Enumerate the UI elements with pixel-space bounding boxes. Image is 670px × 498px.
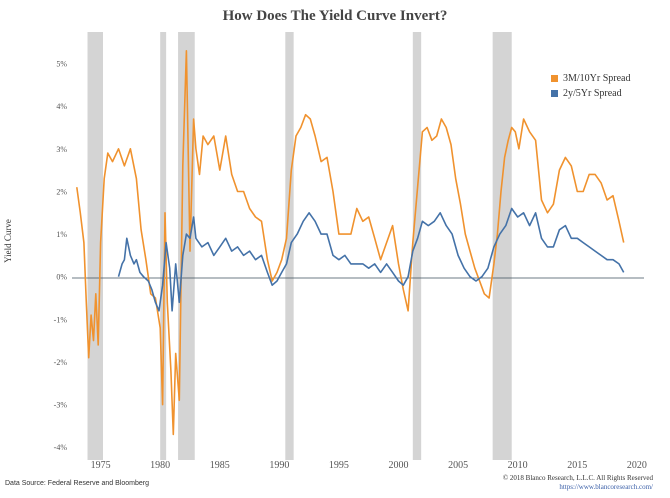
- series-line-0: [76, 49, 625, 436]
- x-tick-label: 1975: [91, 460, 111, 471]
- legend-entry-3m10y: 3M/10Yr Spread: [551, 71, 631, 86]
- recession-band-0: [87, 32, 103, 460]
- series-lines: [76, 49, 625, 436]
- recession-band-4: [412, 32, 422, 460]
- x-tick-label: 2005: [448, 460, 468, 471]
- y-tick-label: 4%: [56, 102, 67, 111]
- legend-swatch-2y5y: [551, 90, 558, 97]
- y-tick-label: 5%: [56, 60, 67, 69]
- legend-swatch-3m10y: [551, 75, 558, 82]
- x-tick-label: 1985: [210, 460, 230, 471]
- y-axis-ticks: 5% 4% 3% 2% 1% 0% -1% -2% -3% -4%: [54, 60, 68, 453]
- x-tick-label: 2020: [627, 460, 647, 471]
- copyright-text: © 2018 Blanco Research, L.L.C. All Right…: [502, 474, 653, 482]
- x-tick-label: 1980: [150, 460, 170, 471]
- y-tick-label: 0%: [56, 273, 67, 282]
- recession-band-1: [160, 32, 167, 460]
- copyright-note: © 2018 Blanco Research, L.L.C. All Right…: [503, 474, 653, 492]
- y-tick-label: -1%: [54, 315, 68, 324]
- data-source-note: Data Source: Federal Reserve and Bloombe…: [5, 480, 149, 487]
- recession-band-3: [285, 32, 294, 460]
- x-tick-label: 1990: [269, 460, 289, 471]
- legend-label-3m10y: 3M/10Yr Spread: [563, 73, 631, 84]
- x-tick-label: 1995: [329, 460, 349, 471]
- legend-entry-2y5y: 2y/5Yr Spread: [551, 86, 631, 101]
- y-tick-label: -4%: [54, 443, 68, 452]
- recession-bands: [87, 32, 512, 460]
- y-tick-label: 2%: [56, 187, 67, 196]
- x-tick-label: 2010: [508, 460, 528, 471]
- x-axis-ticks: 1975 1980 1985 1990 1995 2000 2005 2010 2015 2020: [91, 460, 647, 471]
- x-tick-label: 2015: [567, 460, 587, 471]
- recession-band-2: [178, 32, 195, 460]
- legend-label-2y5y: 2y/5Yr Spread: [563, 88, 622, 99]
- x-tick-label: 2000: [389, 460, 409, 471]
- legend: 3M/10Yr Spread 2y/5Yr Spread: [551, 71, 631, 101]
- y-axis-label: Yield Curve: [2, 219, 13, 263]
- y-tick-label: 1%: [56, 230, 67, 239]
- y-tick-label: -3%: [54, 401, 68, 410]
- y-tick-label: 3%: [56, 145, 67, 154]
- chart-title: How Does The Yield Curve Invert?: [222, 8, 448, 24]
- recession-band-5: [492, 32, 512, 460]
- series-line-1: [117, 207, 625, 312]
- y-tick-label: -2%: [54, 358, 68, 367]
- copyright-url[interactable]: https://www.blancoresearch.com/: [559, 483, 653, 491]
